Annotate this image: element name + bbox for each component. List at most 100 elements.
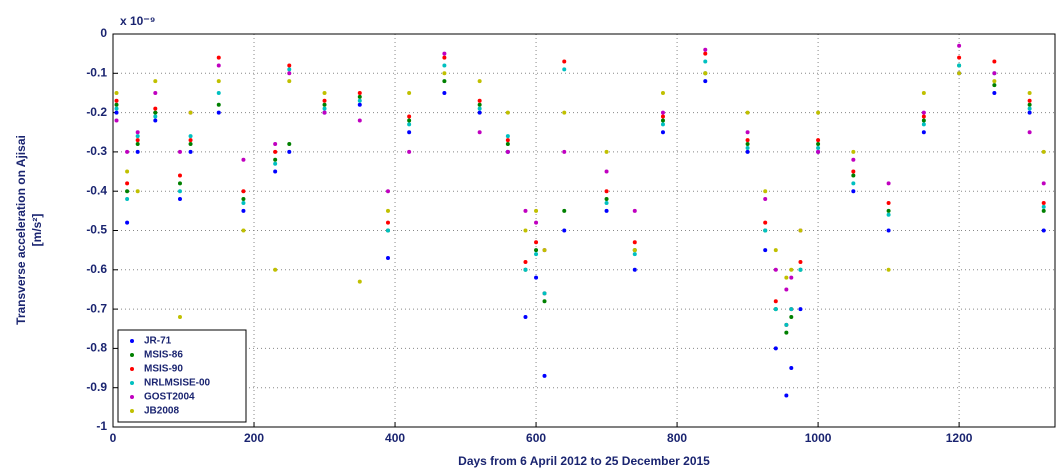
point (604, 189, 609, 194)
point (114, 90, 119, 95)
point (798, 259, 803, 264)
point (921, 118, 926, 123)
point (851, 169, 856, 174)
point (784, 322, 789, 327)
point (153, 114, 158, 119)
point (241, 189, 246, 194)
point (851, 149, 856, 154)
legend-label: MSIS-90 (144, 364, 183, 375)
point (816, 145, 821, 150)
point (886, 228, 891, 233)
point (407, 149, 412, 154)
x-tick-label: 0 (110, 431, 117, 445)
series (114, 43, 1046, 292)
point (407, 90, 412, 95)
y-axis-label: Transverse acceleration on Ajisai (14, 135, 28, 325)
point (745, 130, 750, 135)
point (125, 220, 130, 225)
point (604, 197, 609, 202)
point (886, 212, 891, 217)
point (660, 114, 665, 119)
point (745, 149, 750, 154)
point (322, 106, 327, 111)
legend-marker (130, 381, 134, 385)
point (477, 79, 482, 84)
point (851, 181, 856, 186)
point (798, 228, 803, 233)
y-tick-label: -0.9 (86, 380, 107, 394)
point (1027, 130, 1032, 135)
point (745, 142, 750, 147)
legend-marker (130, 353, 134, 357)
point (534, 252, 539, 257)
point (357, 279, 362, 284)
point (216, 102, 221, 107)
point (660, 130, 665, 135)
y-tick-label: -0.5 (86, 223, 107, 237)
point (114, 118, 119, 123)
point (542, 299, 547, 304)
point (287, 79, 292, 84)
point (125, 149, 130, 154)
point (789, 366, 794, 371)
point (442, 71, 447, 76)
point (216, 55, 221, 60)
point (177, 181, 182, 186)
point (287, 67, 292, 72)
legend-marker (130, 339, 134, 343)
point (604, 208, 609, 213)
point (604, 149, 609, 154)
point (241, 157, 246, 162)
series (114, 59, 1046, 327)
y-tick-label: -0.8 (86, 341, 107, 355)
point (177, 173, 182, 178)
point (763, 220, 768, 225)
point (357, 90, 362, 95)
point (1027, 106, 1032, 111)
y-tick-label: -1 (96, 419, 107, 433)
point (784, 330, 789, 335)
point (477, 98, 482, 103)
point (407, 118, 412, 123)
point (442, 51, 447, 56)
point (125, 181, 130, 186)
point (886, 181, 891, 186)
y-axis-label: [m/s²] (30, 214, 44, 247)
point (886, 208, 891, 213)
point (745, 138, 750, 143)
point (477, 102, 482, 107)
point (322, 110, 327, 115)
point (114, 110, 119, 115)
point (135, 130, 140, 135)
point (604, 169, 609, 174)
point (385, 220, 390, 225)
point (534, 220, 539, 225)
point (241, 228, 246, 233)
point (562, 228, 567, 233)
point (125, 169, 130, 174)
point (153, 118, 158, 123)
point (442, 79, 447, 84)
point (789, 267, 794, 272)
point (188, 110, 193, 115)
point (1027, 110, 1032, 115)
legend-marker (130, 409, 134, 413)
point (241, 197, 246, 202)
point (407, 114, 412, 119)
point (287, 149, 292, 154)
legend-label: GOST2004 (144, 392, 195, 403)
point (534, 275, 539, 280)
point (703, 47, 708, 52)
point (632, 248, 637, 253)
point (660, 110, 665, 115)
point (562, 67, 567, 72)
point (523, 228, 528, 233)
y-tick-label: -0.4 (86, 183, 107, 197)
point (798, 307, 803, 312)
point (851, 173, 856, 178)
point (135, 134, 140, 139)
point (1041, 149, 1046, 154)
point (816, 138, 821, 143)
point (177, 314, 182, 319)
